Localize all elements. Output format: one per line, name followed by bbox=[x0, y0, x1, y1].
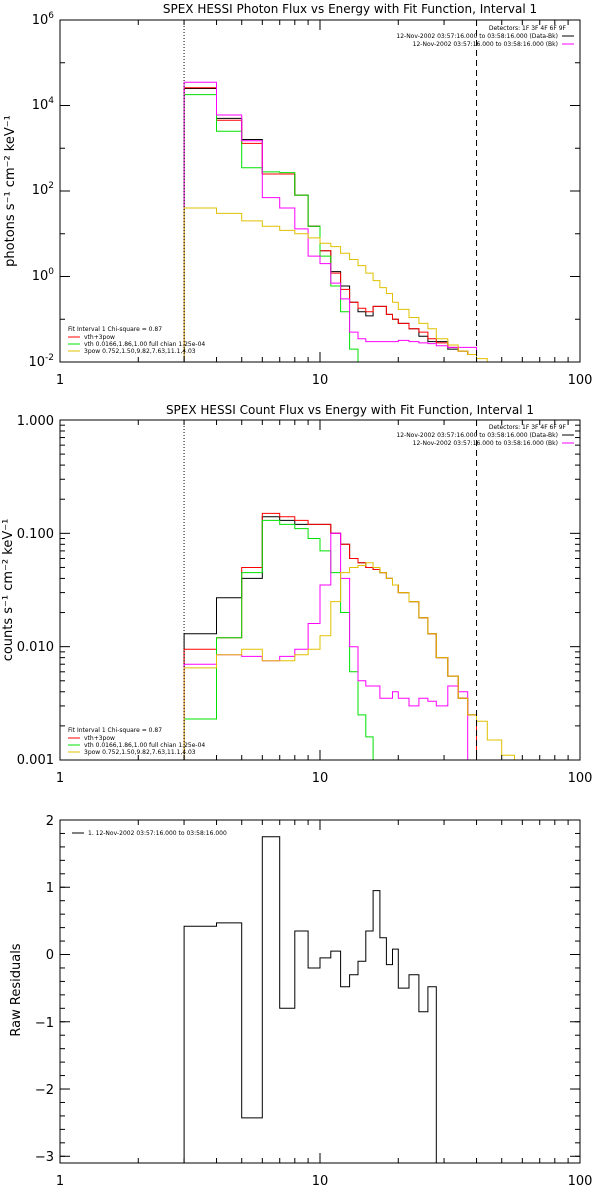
residuals-series bbox=[183, 836, 437, 1163]
count-flux-detectors: Detectors: 1F 3F 4F 6F 9F bbox=[489, 424, 567, 431]
count-flux-interval-bk: 12-Nov-2002 03:57:16.000 to 03:58:16.000… bbox=[413, 440, 558, 447]
count-flux-markers bbox=[183, 420, 478, 760]
residuals-y-tick-label: −1 bbox=[35, 1016, 54, 1031]
photon-flux-fit-model: vth+3pow bbox=[84, 334, 115, 341]
photon-flux-info-box: Detectors: 1F 3F 4F 6F 9F 12-Nov-2002 03… bbox=[396, 25, 574, 48]
residuals-y-tick-label: 0 bbox=[46, 948, 54, 963]
photon-flux-x-tick-label: 100 bbox=[568, 373, 593, 388]
count-flux-title: SPEX HESSI Count Flux vs Energy with Fit… bbox=[166, 403, 534, 417]
residuals-legend-label: 1. 12-Nov-2002 03:57:16.000 to 03:58:16.… bbox=[88, 830, 227, 837]
residuals-y-tick-label: 2 bbox=[46, 814, 54, 829]
photon-flux-y-tick-label: 10-2 bbox=[28, 353, 54, 370]
count-flux-fit-legend: Fit Interval 1 Chi-square = 0.87 vth+3po… bbox=[68, 727, 205, 756]
residuals-series-line bbox=[183, 836, 437, 1163]
count-flux-y-tick-label: 1.000 bbox=[17, 414, 54, 429]
photon-flux-y-tick-label: 104 bbox=[32, 96, 55, 113]
count-flux-y-tick-labels: 0.001 0.010 0.100 1.000 bbox=[17, 414, 54, 768]
count-flux-y-tick-label: 0.001 bbox=[17, 753, 54, 768]
photon-flux-ticks bbox=[59, 19, 581, 363]
photon-flux-y-axis-label: photons s⁻¹ cm⁻² keV⁻¹ bbox=[3, 115, 18, 267]
residuals-y-tick-labels: −3 −2 −1 0 1 2 bbox=[35, 814, 54, 1165]
photon-flux-y-tick-labels: 10-2 100 102 104 106 bbox=[28, 11, 54, 370]
residuals-y-tick-label: −3 bbox=[35, 1150, 54, 1165]
residuals-legend: 1. 12-Nov-2002 03:57:16.000 to 03:58:16.… bbox=[72, 830, 227, 837]
photon-flux-y-tick-label: 106 bbox=[32, 11, 55, 28]
photon-flux-fit-chisq: Fit Interval 1 Chi-square = 0.87 bbox=[68, 326, 162, 333]
count-flux-series-line bbox=[183, 519, 380, 761]
count-flux-fit-model: vth+3pow bbox=[84, 735, 115, 742]
count-flux-panel: SPEX HESSI Count Flux vs Energy with Fit… bbox=[1, 403, 592, 786]
photon-flux-x-tick-label: 1 bbox=[56, 373, 64, 388]
photon-flux-fit-legend: Fit Interval 1 Chi-square = 0.87 vth+3po… bbox=[68, 326, 205, 355]
photon-flux-series-line bbox=[183, 94, 380, 363]
photon-flux-series-line bbox=[183, 87, 477, 362]
residuals-x-tick-label: 100 bbox=[568, 1174, 593, 1189]
photon-flux-series-line bbox=[183, 81, 477, 362]
photon-flux-fit-series bbox=[183, 81, 502, 363]
photon-flux-detectors: Detectors: 1F 3F 4F 6F 9F bbox=[489, 25, 567, 32]
photon-flux-interval-data: 12-Nov-2002 03:57:16.000 to 03:58:16.000… bbox=[396, 33, 558, 40]
residuals-x-tick-label: 1 bbox=[56, 1174, 64, 1189]
photon-flux-x-tick-labels: 1 10 100 bbox=[56, 373, 593, 388]
count-flux-series-line bbox=[183, 562, 515, 760]
photon-flux-fit-vth: vth 0.0166,1.86,1.00 full chian 1.25e-04 bbox=[84, 341, 205, 348]
residuals-panel: 1 10 100 −3 −2 −1 0 1 2 Raw Residuals 1.… bbox=[9, 814, 592, 1189]
residuals-y-axis-label: Raw Residuals bbox=[9, 943, 24, 1036]
photon-flux-interval-bk: 12-Nov-2002 03:57:16.000 to 03:58:16.000… bbox=[413, 41, 558, 48]
count-flux-y-tick-label: 0.100 bbox=[17, 527, 54, 542]
count-flux-x-tick-label: 1 bbox=[56, 771, 64, 786]
residuals-y-tick-label: −2 bbox=[35, 1083, 54, 1098]
count-flux-fit-vth: vth 0.0166,1.86,1.00 full chian 1.25e-04 bbox=[84, 742, 205, 749]
count-flux-fit-chisq: Fit Interval 1 Chi-square = 0.87 bbox=[68, 727, 162, 734]
photon-flux-y-tick-label: 100 bbox=[32, 267, 55, 284]
photon-flux-markers bbox=[183, 20, 478, 362]
count-flux-y-tick-label: 0.010 bbox=[17, 640, 54, 655]
residuals-y-tick-label: 1 bbox=[46, 881, 54, 896]
count-flux-x-tick-label: 10 bbox=[312, 771, 329, 786]
photon-flux-series-line bbox=[183, 207, 502, 363]
residuals-x-tick-label: 10 bbox=[312, 1174, 329, 1189]
count-flux-x-tick-label: 100 bbox=[568, 771, 593, 786]
count-flux-y-axis-label: counts s⁻¹ cm⁻² keV⁻¹ bbox=[1, 519, 16, 662]
photon-flux-x-tick-label: 10 bbox=[312, 373, 329, 388]
photon-flux-title: SPEX HESSI Photon Flux vs Energy with Fi… bbox=[163, 2, 537, 16]
photon-flux-y-tick-label: 102 bbox=[32, 181, 54, 198]
count-flux-x-tick-labels: 1 10 100 bbox=[56, 771, 593, 786]
count-flux-fit-3pow: 3pow 0.752,1.50,9.82,7.63,11.1,4.03 bbox=[84, 749, 196, 756]
photon-flux-panel: SPEX HESSI Photon Flux vs Energy with Fi… bbox=[3, 2, 592, 388]
residuals-x-tick-labels: 1 10 100 bbox=[56, 1174, 593, 1189]
count-flux-info-box: Detectors: 1F 3F 4F 6F 9F 12-Nov-2002 03… bbox=[396, 424, 574, 447]
count-flux-fit-series bbox=[183, 512, 515, 761]
photon-flux-fit-3pow: 3pow 0.752,1.50,9.82,7.63,11.1,4.03 bbox=[84, 348, 196, 355]
residuals-ticks bbox=[59, 819, 581, 1163]
count-flux-ticks bbox=[59, 419, 581, 761]
count-flux-interval-data: 12-Nov-2002 03:57:16.000 to 03:58:16.000… bbox=[396, 432, 558, 439]
